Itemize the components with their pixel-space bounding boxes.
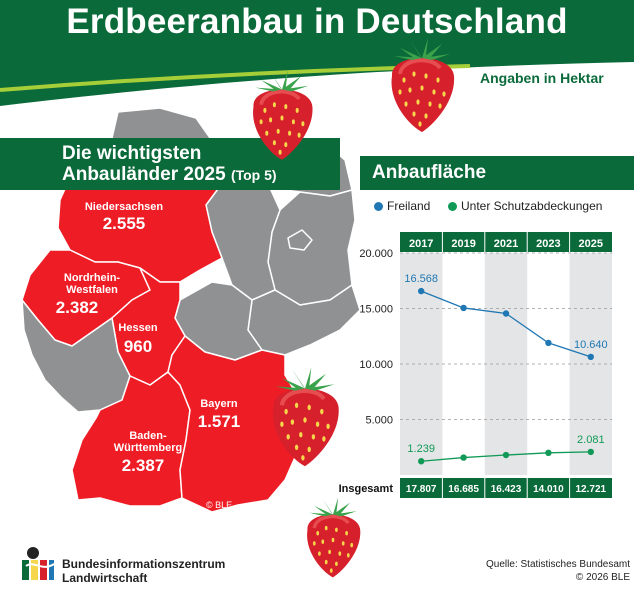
map-title-line2: Anbauländer 2025 (Top 5) (62, 164, 277, 186)
copyright-note: © 2026 BLE (575, 572, 630, 583)
header-bar (0, 0, 634, 48)
data-point-s0-2025 (587, 353, 594, 361)
chart-title-banner (360, 156, 634, 190)
state-label-nrw-1: Nordrhein- (63, 272, 121, 284)
state-label-bw-2: Württemberg (113, 442, 183, 454)
x-tick-label-2019: 2019 (451, 238, 475, 250)
state-label-nrw-2: Westfalen (66, 284, 118, 296)
y-tick-label: 10.000 (359, 359, 393, 371)
state-value-bayern: 1.571 (197, 412, 241, 431)
chart-title: Anbaufläche (372, 162, 487, 183)
totals-row-label: Insgesamt (339, 483, 394, 495)
total-value-2019: 16.685 (448, 484, 479, 495)
x-tick-label-2021: 2021 (494, 238, 518, 250)
state-label-bw-1: Baden- (129, 430, 167, 442)
data-point-s0-2019 (460, 304, 467, 312)
state-label-hessen: Hessen (118, 322, 158, 334)
data-label-s1-2025: 2.081 (577, 434, 605, 446)
data-point-s1-2023 (545, 449, 552, 456)
state-berlin-grey (287, 229, 313, 251)
data-point-s0-2017 (418, 287, 425, 295)
state-label-bayern: Bayern (200, 398, 238, 410)
data-point-s1-2019 (460, 454, 467, 461)
y-tick-label: 5.000 (365, 415, 393, 427)
data-point-s0-2023 (545, 339, 552, 347)
state-value-niedersachsen: 2.555 (102, 214, 146, 233)
total-value-2023: 14.010 (533, 484, 564, 495)
ble-logo-icon (18, 546, 56, 582)
org-name-line2: Landwirtschaft (62, 571, 148, 585)
data-point-s0-2021 (502, 310, 510, 317)
total-value-2021: 16.423 (491, 484, 522, 495)
state-value-hessen: 960 (123, 337, 153, 356)
totals-row (400, 478, 612, 498)
data-label-s1-2017: 1.239 (407, 443, 435, 455)
x-tick-label-2017: 2017 (409, 238, 433, 250)
data-label-s0-2025: 10.640 (574, 339, 608, 351)
data-point-s1-2021 (502, 451, 510, 459)
legend-label-freiland: Freiland (387, 199, 431, 213)
state-bw (71, 371, 191, 507)
x-tick-label-2023: 2023 (536, 238, 560, 250)
state-value-nrw: 2.382 (55, 298, 99, 317)
state-value-bw: 2.387 (121, 456, 165, 475)
y-tick-label: 15.000 (359, 304, 393, 316)
legend-label-schutz: Unter Schutzabdeckungen (461, 199, 603, 213)
x-tick-label-2025: 2025 (579, 238, 603, 250)
total-value-2025: 12.721 (576, 484, 607, 495)
org-name-line1: Bundesinformationszentrum (62, 557, 226, 571)
data-label-s0-2017: 16.568 (404, 273, 438, 285)
y-tick-label: 20.000 (359, 248, 393, 260)
legend-dot-schutz (448, 202, 457, 211)
data-point-s1-2017 (418, 458, 425, 465)
source-note: Quelle: Statistisches Bundesamt (486, 559, 630, 570)
map-title-line1: Die wichtigsten (62, 143, 202, 164)
page-title: Erdbeeranbau in Deutschland (66, 2, 568, 41)
data-point-s1-2025 (587, 448, 594, 456)
total-value-2017: 17.807 (406, 484, 437, 495)
map-copyright: © BLE (206, 500, 233, 510)
state-label-niedersachsen: Niedersachsen (84, 201, 164, 213)
map-title-main: Anbauländer 2025 (62, 164, 226, 185)
year-header-row (400, 232, 612, 252)
unit-note: Angaben in Hektar (480, 70, 604, 86)
legend-dot-freiland (374, 202, 383, 211)
map-title-suffix: (Top 5) (230, 167, 277, 183)
